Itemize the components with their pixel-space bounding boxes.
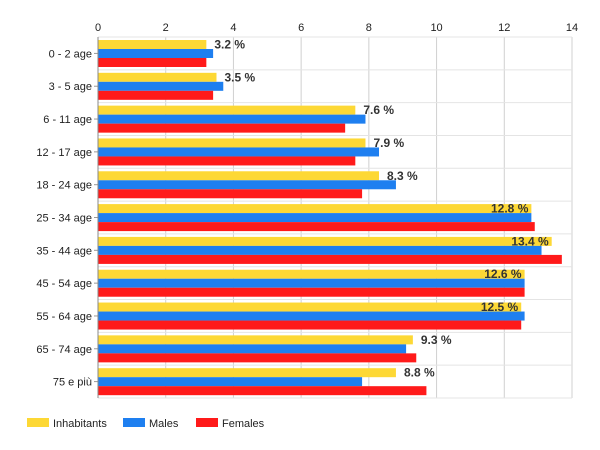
bar-females xyxy=(98,156,356,166)
bar-males xyxy=(98,344,407,354)
bar-females xyxy=(98,320,522,330)
data-label: 3.2 % xyxy=(214,38,245,52)
bar-males xyxy=(98,147,380,157)
category-label: 3 - 5 age xyxy=(49,81,92,93)
bar-females xyxy=(98,90,214,100)
bar-inhabitants xyxy=(98,171,380,181)
bar-inhabitants xyxy=(98,335,413,345)
bar-inhabitants xyxy=(98,204,532,214)
bar-males xyxy=(98,49,214,58)
bar-females xyxy=(98,189,363,199)
labels-layer: 3.2 % 3.5 % 7.6 % 7.9 % 8.3 % 12.8 % 13.4 % 12.… xyxy=(214,38,549,380)
bar-males xyxy=(98,278,525,288)
data-label: 8.3 % xyxy=(387,169,418,183)
bars-layer xyxy=(98,40,562,396)
bar-females xyxy=(98,254,562,264)
bar-inhabitants xyxy=(98,302,522,312)
data-label: 7.6 % xyxy=(363,103,394,117)
data-label: 9.3 % xyxy=(421,333,452,347)
bar-inhabitants xyxy=(98,138,366,148)
bar-females xyxy=(98,386,427,396)
bar-males xyxy=(98,311,525,321)
bar-females xyxy=(98,353,417,363)
x-tick-label: 10 xyxy=(430,22,442,34)
bar-inhabitants xyxy=(98,368,396,378)
data-label: 3.5 % xyxy=(225,70,256,84)
bar-females xyxy=(98,58,207,67)
data-label: 13.4 % xyxy=(511,234,549,248)
x-tick-label: 8 xyxy=(366,22,372,34)
legend-swatch-inhabitants xyxy=(27,418,49,427)
category-label: 35 - 44 age xyxy=(36,245,92,257)
bar-females xyxy=(98,123,346,133)
bar-inhabitants xyxy=(98,269,525,279)
bar-males xyxy=(98,180,396,190)
category-label: 18 - 24 age xyxy=(36,180,92,192)
category-label: 25 - 34 age xyxy=(36,213,92,225)
bar-males xyxy=(98,114,366,124)
bar-inhabitants xyxy=(98,105,356,115)
category-label: 65 - 74 age xyxy=(36,344,92,356)
data-label: 12.5 % xyxy=(481,300,519,314)
axis-layer: 0 2 4 6 8 10 12 14 0 - 2 age 3 - 5 age 6 - 11 age 1… xyxy=(36,22,578,398)
legend-label-females: Females xyxy=(222,418,265,430)
legend-label-males: Males xyxy=(149,418,179,430)
category-label: 45 - 54 age xyxy=(36,278,92,290)
bar-females xyxy=(98,287,525,297)
x-tick-label: 14 xyxy=(566,22,578,34)
category-label: 0 - 2 age xyxy=(49,48,92,60)
legend-swatch-females xyxy=(196,418,218,427)
x-tick-label: 2 xyxy=(163,22,169,34)
x-tick-label: 6 xyxy=(298,22,304,34)
category-label: 6 - 11 age xyxy=(43,114,92,126)
bar-males xyxy=(98,213,532,223)
x-tick-label: 4 xyxy=(230,22,236,34)
x-tick-label: 0 xyxy=(95,22,101,34)
bar-inhabitants xyxy=(98,72,217,82)
data-label: 12.8 % xyxy=(491,202,529,216)
legend: Inhabitants Males Females xyxy=(27,418,265,430)
data-label: 8.8 % xyxy=(404,366,435,380)
data-label: 12.6 % xyxy=(484,267,522,281)
bar-males xyxy=(98,377,363,387)
grid-layer xyxy=(97,36,573,399)
category-label: 12 - 17 age xyxy=(36,147,92,159)
data-label: 7.9 % xyxy=(373,136,404,150)
category-label: 55 - 64 age xyxy=(36,311,92,323)
bar-inhabitants xyxy=(98,40,207,49)
category-label: 75 e più xyxy=(53,377,92,389)
bar-inhabitants xyxy=(98,236,552,246)
legend-swatch-males xyxy=(123,418,145,427)
bar-females xyxy=(98,222,535,232)
legend-label-inhabitants: Inhabitants xyxy=(53,418,107,430)
bar-males xyxy=(98,81,224,91)
bar-males xyxy=(98,245,542,255)
x-tick-label: 12 xyxy=(498,22,510,34)
